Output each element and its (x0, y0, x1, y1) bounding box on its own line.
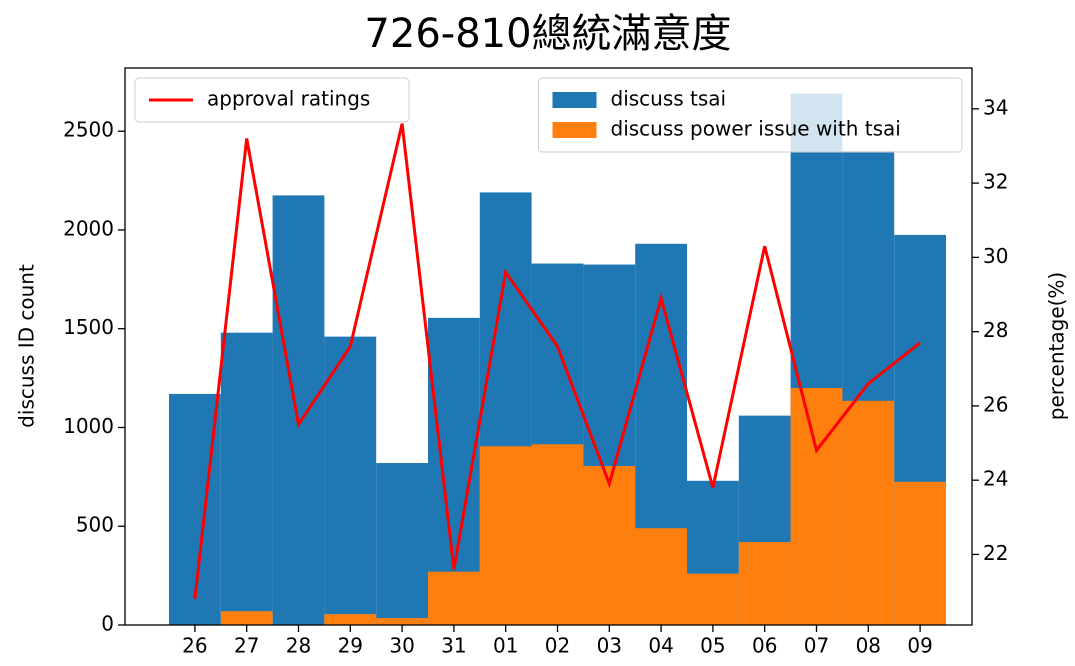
bar (842, 400, 895, 625)
x-tick-label: 03 (597, 634, 622, 658)
y-axis-label: discuss ID count (15, 264, 39, 428)
legend-box (538, 77, 963, 153)
y2-axis-label: percentage(%) (1045, 272, 1069, 420)
legend-swatch (552, 122, 597, 138)
bar (376, 463, 428, 625)
x-tick-label: 27 (234, 634, 259, 658)
x-tick-label: 26 (182, 634, 207, 658)
x-tick-label: 30 (389, 634, 414, 658)
x-tick-label: 29 (338, 634, 363, 658)
y2-tick-label: 30 (983, 244, 1008, 268)
x-tick-label: 08 (856, 634, 881, 658)
legend-label: discuss tsai (611, 87, 727, 111)
chart-title: 726-810總統滿意度 (364, 11, 731, 57)
legend-label: approval ratings (207, 87, 370, 111)
x-tick-label: 07 (804, 634, 829, 658)
y2-tick-label: 22 (983, 541, 1008, 565)
y-tick-label: 2000 (63, 216, 114, 240)
x-tick-label: 28 (286, 634, 311, 658)
y2-tick-label: 26 (983, 392, 1008, 416)
y2-tick-label: 28 (983, 318, 1008, 342)
plot-frame (124, 67, 973, 626)
bar (324, 336, 377, 625)
bar (376, 618, 428, 625)
bar (531, 444, 584, 625)
bar (428, 571, 480, 625)
bar (220, 332, 273, 625)
bar (790, 387, 843, 625)
x-tick-label: 04 (648, 634, 673, 658)
bar (635, 528, 687, 625)
y2-tick-label: 32 (983, 170, 1008, 194)
x-tick-label: 09 (907, 634, 932, 658)
legend-label: discuss power issue with tsai (611, 117, 901, 141)
bar (738, 542, 791, 625)
bar (894, 481, 946, 625)
x-tick-label: 31 (441, 634, 466, 658)
bar (687, 573, 739, 625)
legend-swatch (552, 92, 597, 108)
bar (220, 611, 273, 625)
y-tick-label: 1500 (63, 315, 114, 339)
y-tick-label: 2500 (63, 118, 114, 142)
approval-line (193, 123, 922, 600)
bar (583, 465, 636, 625)
bar (272, 195, 325, 626)
x-tick-label: 01 (493, 634, 518, 658)
x-tick-label: 05 (700, 634, 725, 658)
y-tick-label: 0 (101, 612, 114, 636)
y-tick-label: 500 (76, 513, 114, 537)
bar (479, 446, 532, 625)
y2-tick-label: 34 (983, 95, 1008, 119)
bar (324, 614, 377, 625)
legend-box (134, 77, 410, 123)
y2-tick-label: 24 (983, 467, 1008, 491)
y-tick-label: 1000 (63, 414, 114, 438)
x-tick-label: 02 (545, 634, 570, 658)
x-tick-label: 06 (752, 634, 777, 658)
